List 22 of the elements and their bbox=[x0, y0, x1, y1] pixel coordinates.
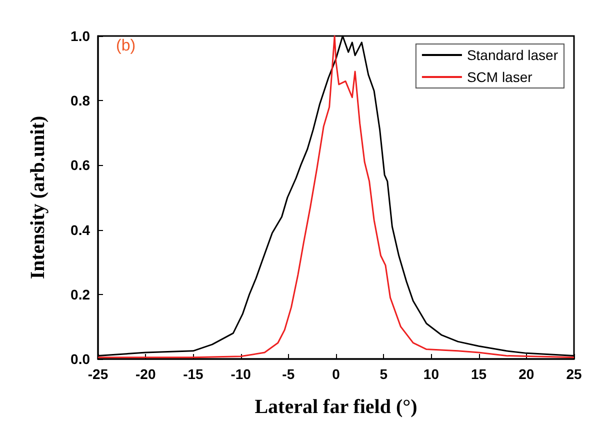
x-tick-label: 5 bbox=[380, 366, 388, 382]
x-tick-label: 10 bbox=[423, 366, 440, 382]
y-tick-label: 0.4 bbox=[70, 222, 90, 238]
x-tick-label: -25 bbox=[88, 366, 108, 382]
x-axis-title: Lateral far field (°) bbox=[254, 396, 418, 418]
legend-label: Standard laser bbox=[466, 47, 558, 63]
x-tick-label: -15 bbox=[183, 366, 204, 382]
y-tick-label: 0.0 bbox=[70, 351, 90, 367]
x-tick-label: 25 bbox=[566, 366, 582, 382]
legend-label: SCM laser bbox=[466, 69, 533, 85]
y-tick-label: 0.2 bbox=[70, 286, 90, 302]
x-tick-label: -10 bbox=[230, 366, 252, 382]
x-tick-label: -20 bbox=[135, 366, 156, 382]
x-tick-label: -5 bbox=[282, 366, 295, 382]
x-tick-label: 20 bbox=[518, 366, 534, 382]
x-tick-label: 0 bbox=[332, 366, 340, 382]
y-tick-label: 0.8 bbox=[70, 92, 90, 109]
y-tick-label: 1.0 bbox=[70, 28, 90, 44]
x-tick-label: 15 bbox=[471, 366, 487, 382]
y-axis-title: Intensity (arb.unit) bbox=[27, 116, 49, 280]
annotation: (b) bbox=[116, 38, 136, 54]
y-tick-label: 0.6 bbox=[70, 157, 90, 174]
